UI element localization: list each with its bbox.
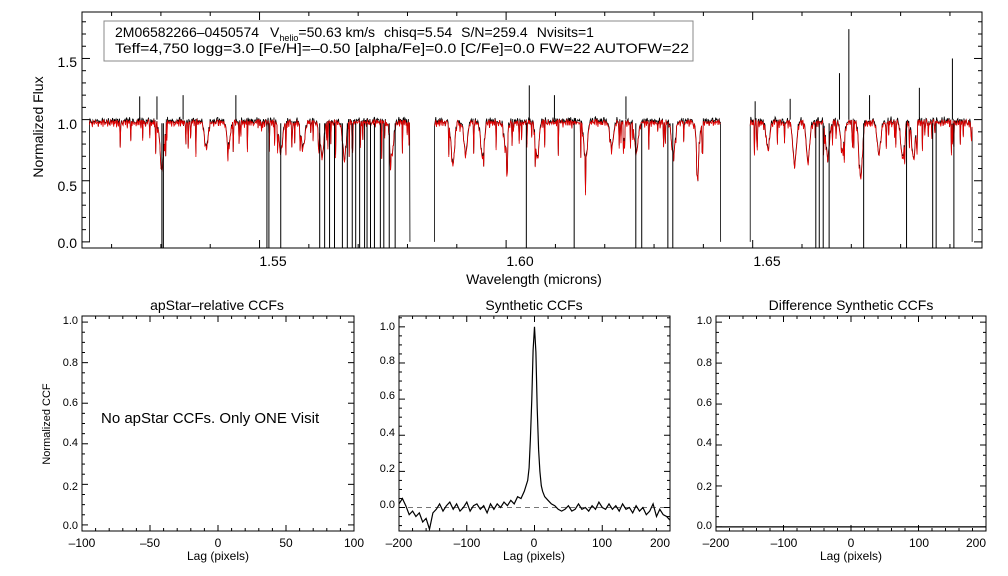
synthetic-y-tick-label: 1.0: [380, 321, 395, 333]
spectrum-ticks: [82, 12, 982, 248]
difference-x-axis-label: Lag (pixels): [820, 549, 882, 563]
spectrum-plot-frame: [81, 11, 983, 249]
model-spectrum-line: [749, 118, 973, 180]
spectrum-x-tick-label: 1.60: [506, 253, 533, 269]
synthetic-y-tick-label: 0.6: [380, 390, 395, 402]
difference-ticks: [715, 316, 987, 531]
synthetic-ticks: [398, 316, 671, 531]
difference-y-tick-label: 1.0: [697, 315, 712, 327]
chisq-value: chisq=5.54: [384, 24, 452, 40]
synthetic-x-tick-label: 0: [531, 536, 538, 550]
synthetic-panel-title: Synthetic CCFs: [485, 297, 582, 313]
apstar-x-tick-label: –100: [69, 536, 96, 550]
synthetic-y-tick-label: 0.2: [380, 463, 395, 475]
spectrum-x-tick-label: 1.65: [753, 253, 780, 269]
synthetic-y-tick-label: 0.8: [380, 355, 395, 367]
difference-y-tick-label: 0.2: [697, 481, 712, 493]
spectrum-panel: 1.55 1.60 1.65 0.0 0.5 1.0 1.5 Wavelengt…: [30, 11, 983, 287]
spectrum-y-axis-label: Normalized Flux: [30, 76, 46, 177]
apstar-y-tick-label: 0.2: [63, 481, 78, 493]
apstar-y-tick-label: 0.4: [63, 437, 78, 449]
apstar-y-tick-label: 0.0: [63, 520, 78, 532]
difference-ccf-panel: Difference Synthetic CCFs –200 –100 0 10…: [697, 297, 987, 563]
apstar-x-tick-label: 100: [344, 536, 364, 550]
difference-y-tick-label: 0.6: [697, 397, 712, 409]
difference-x-tick-label: 200: [966, 536, 986, 550]
spectrum-y-tick-label: 1.5: [58, 54, 78, 70]
apstar-ccf-panel: apStar–relative CCFs –100 –50 0 50 100 0…: [41, 297, 364, 563]
difference-x-tick-label: 100: [909, 536, 929, 550]
info-box-frame: [103, 20, 694, 62]
model-spectrum-line: [89, 118, 410, 173]
nvisits-value: Nvisits=1: [537, 24, 594, 40]
apstar-x-tick-label: –50: [140, 536, 160, 550]
info-line-1: 2M06582266–0450574 Vhelio=50.63 km/s chisq…: [115, 24, 594, 43]
synthetic-x-axis-label: Lag (pixels): [503, 549, 565, 563]
difference-y-tick-label: 0.0: [697, 520, 712, 532]
info-box: 2M06582266–0450574 Vhelio=50.63 km/s chisq…: [103, 20, 694, 62]
apstar-x-axis-label: Lag (pixels): [187, 549, 249, 563]
apstar-ticks: [81, 316, 355, 531]
observed-spectrum-line: [434, 115, 722, 242]
info-line-2: Teff=4,750 logg=3.0 [Fe/H]=–0.50 [alpha/…: [115, 40, 689, 56]
difference-y-tick-label: 0.4: [697, 437, 712, 449]
apstar-y-tick-label: 1.0: [63, 315, 78, 327]
synthetic-x-tick-label: 100: [592, 536, 612, 550]
apstar-panel-title: apStar–relative CCFs: [150, 297, 284, 313]
synthetic-ccf-line: [398, 326, 671, 532]
difference-x-tick-label: –200: [703, 536, 730, 550]
star-id: 2M06582266–0450574: [115, 24, 259, 40]
spectrum-series: [88, 29, 973, 248]
apstar-x-tick-label: 0: [215, 536, 222, 550]
apstar-y-axis-label: Normalized CCF: [41, 383, 53, 465]
synthetic-x-tick-label: 200: [650, 536, 670, 550]
vhelio-value: =50.63 km/s: [298, 24, 375, 40]
observed-spectrum-line: [88, 116, 411, 242]
vhelio-subscript: helio: [279, 33, 298, 43]
difference-y-tick-label: 0.8: [697, 357, 712, 369]
vhelio-symbol: V: [270, 24, 280, 40]
apstar-no-data-message: No apStar CCFs. Only ONE Visit: [101, 410, 320, 427]
spectrum-x-tick-label: 1.55: [259, 253, 286, 269]
difference-x-tick-label: 0: [848, 536, 855, 550]
spectrum-x-axis-label: Wavelength (microns): [466, 271, 602, 287]
spectrum-y-tick-label: 0.5: [58, 178, 78, 194]
synthetic-x-tick-label: –100: [454, 536, 481, 550]
apstar-y-tick-label: 0.8: [63, 357, 78, 369]
model-spectrum-line: [434, 118, 721, 196]
spectrum-y-tick-label: 0.0: [58, 235, 78, 251]
difference-panel-title: Difference Synthetic CCFs: [769, 297, 934, 313]
synthetic-y-tick-label: 0.0: [380, 499, 395, 511]
apstar-y-tick-label: 0.6: [63, 397, 78, 409]
apstar-x-tick-label: 50: [279, 536, 293, 550]
snr-value: S/N=259.4: [461, 24, 528, 40]
synthetic-y-tick-label: 0.4: [380, 427, 395, 439]
spectrum-y-tick-label: 1.0: [58, 116, 78, 132]
synthetic-plot-frame: [398, 315, 671, 532]
synthetic-series: [398, 326, 671, 532]
synthetic-x-tick-label: –200: [386, 536, 413, 550]
difference-plot-frame: [715, 315, 987, 532]
difference-x-tick-label: –100: [771, 536, 798, 550]
synthetic-ccf-panel: Synthetic CCFs –200 –100 0 100 200 0.0 0…: [380, 297, 671, 563]
